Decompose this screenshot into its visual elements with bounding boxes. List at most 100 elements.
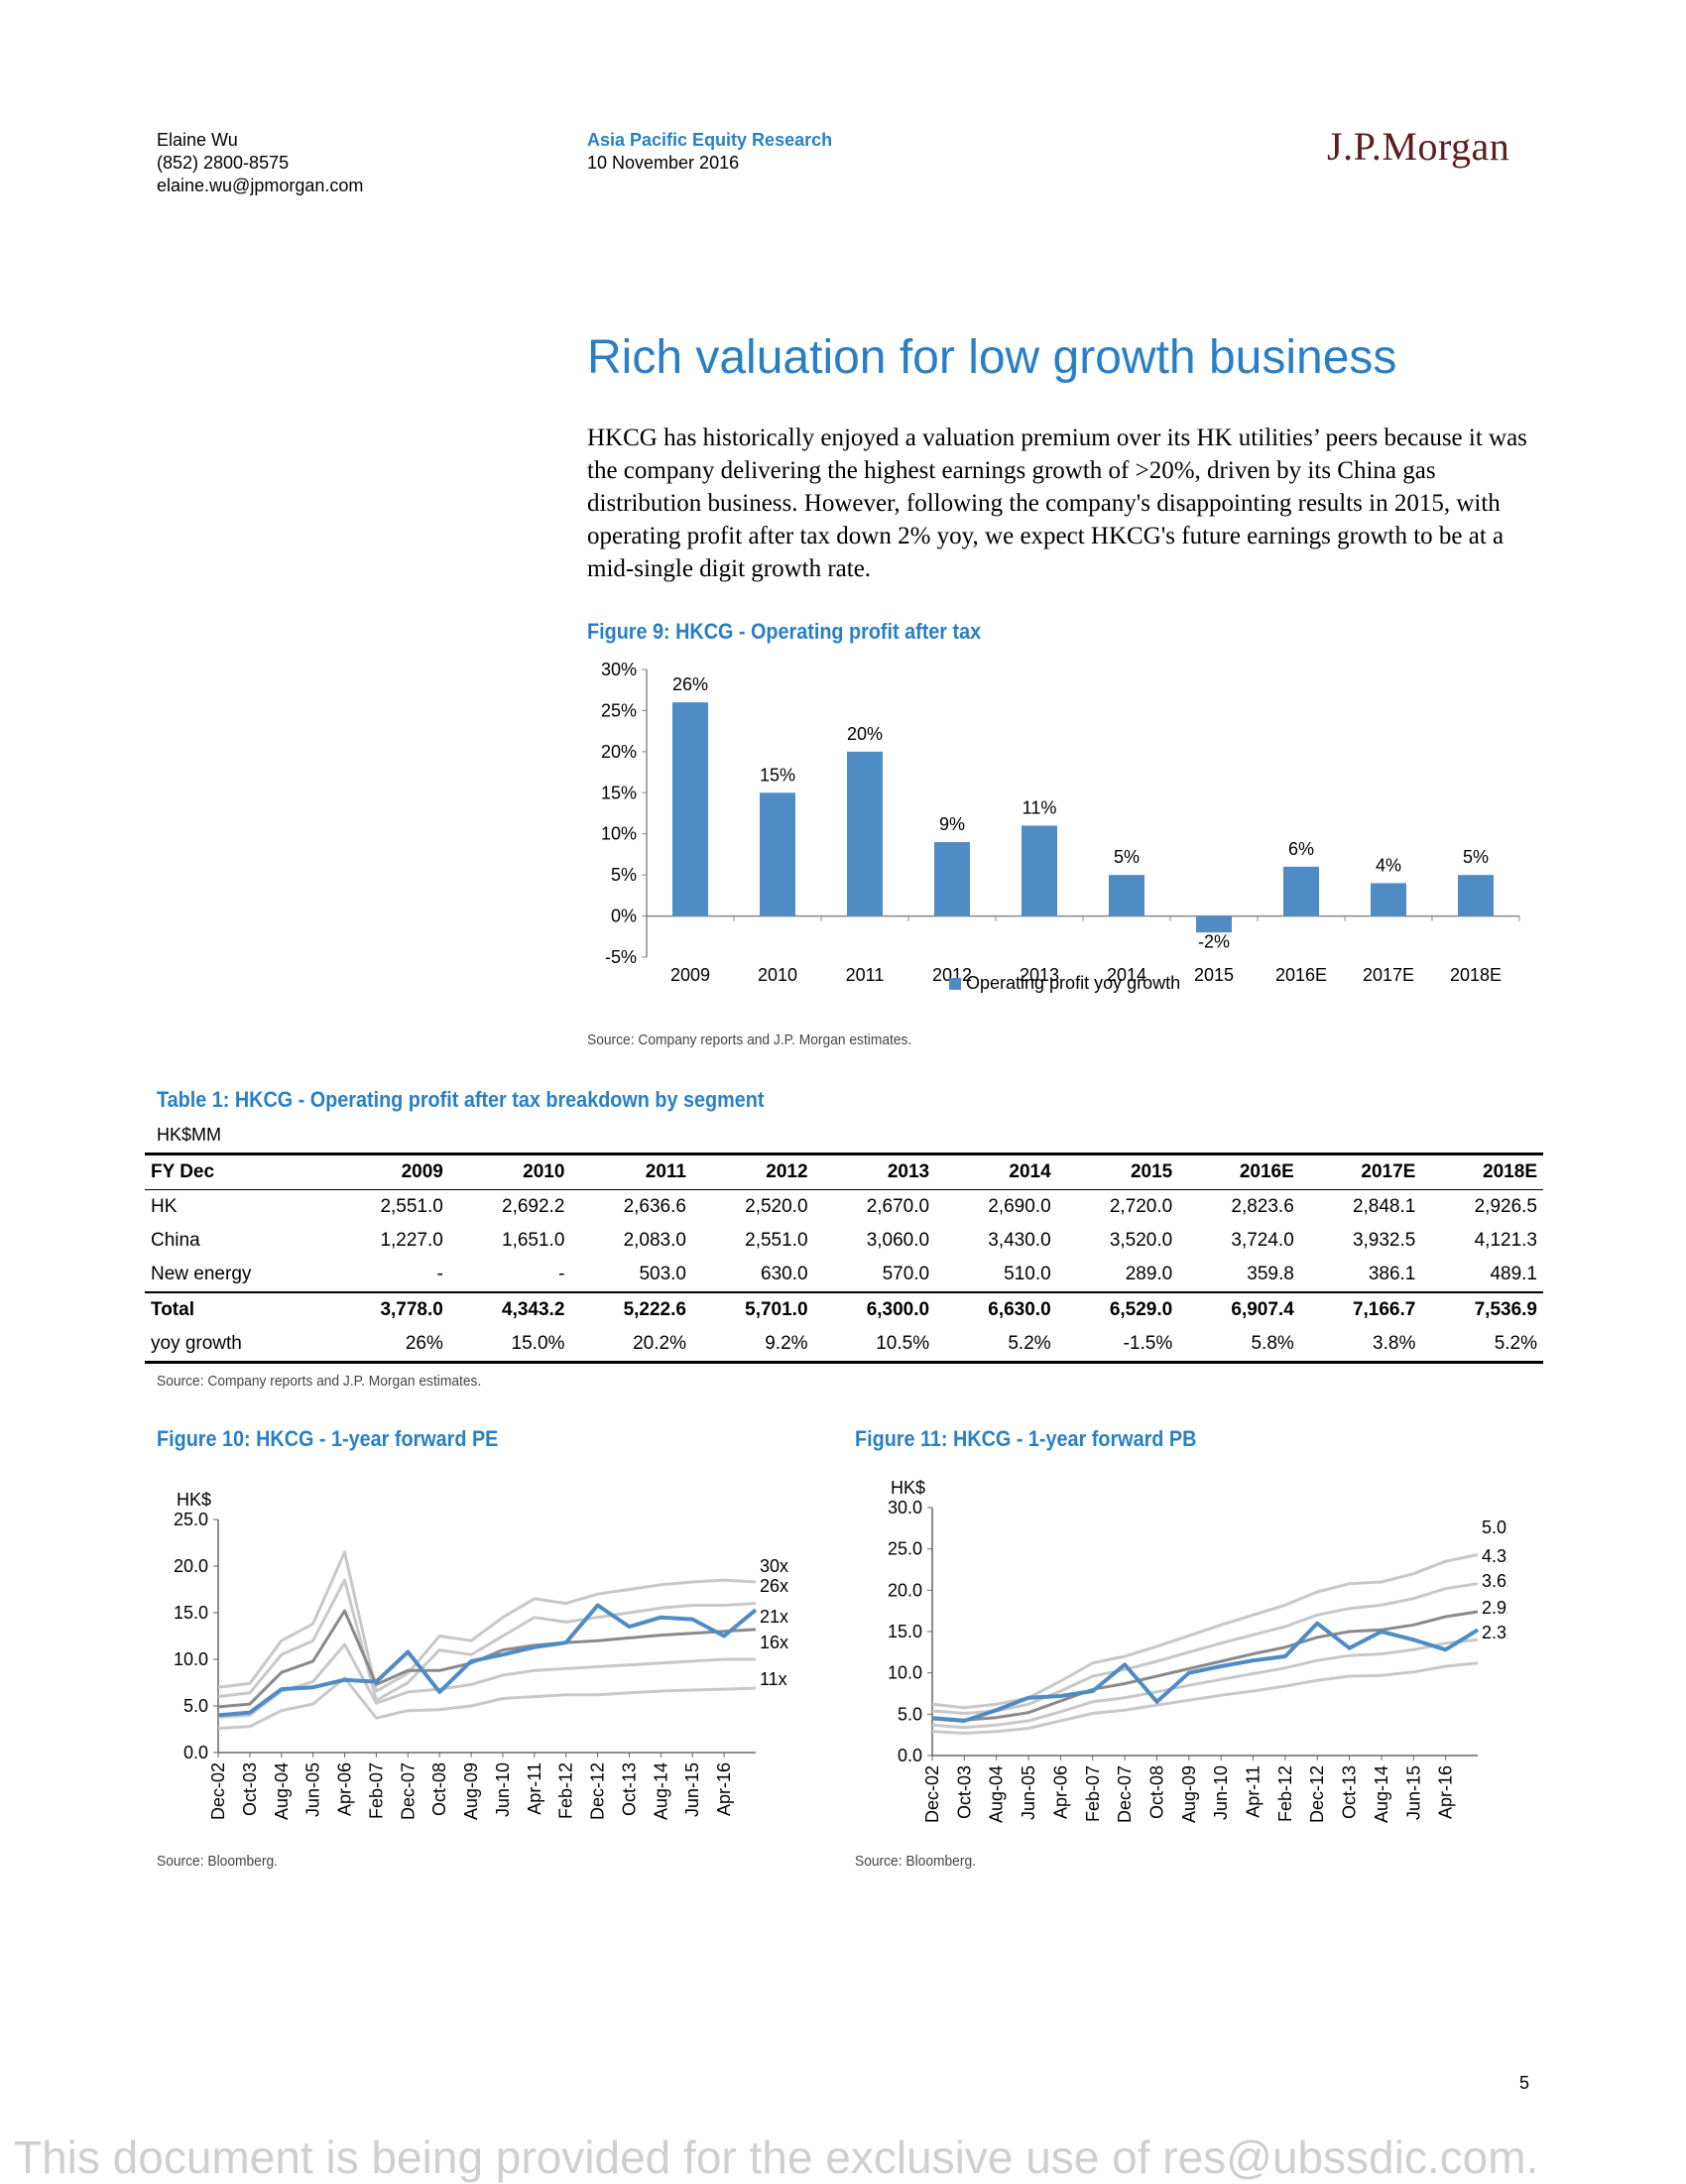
x-tick-label: Apr-06 [1050,1765,1070,1819]
table-cell: 2,692.2 [502,1196,565,1217]
x-tick-label: Jun-15 [682,1762,702,1817]
x-tick-label: Apr-11 [525,1762,544,1815]
y-tick-label: 0.0 [183,1743,208,1762]
table-cell: 2,083.0 [623,1230,686,1251]
y-tick-label: 15% [601,783,637,802]
x-tick-label: Aug-04 [987,1765,1007,1823]
legend-label: Operating profit yoy growth [966,973,1180,993]
data-label: 4% [1376,855,1401,875]
table-row: HK 2,551.0 2,692.2 2,636.6 2,520.0 2,670… [145,1190,1543,1225]
table-cell: Total [145,1291,328,1327]
band-label: 3.6x [1482,1571,1507,1591]
table-cell: 2,551.0 [380,1196,443,1217]
band-line [931,1661,1479,1735]
table-cell: 2,670.0 [866,1196,930,1217]
data-label: 6% [1288,839,1314,859]
price-series-line [217,1603,758,1718]
x-tick-label: 2015 [1194,965,1234,985]
y-tick-label: 20% [601,742,637,762]
table1-source: Source: Company reports and J.P. Morgan … [157,1373,482,1390]
figure9-chart: 30% 25% 20% 15% 10% 5% 0% -5% 26% 2009 15% 2010 20% 2… [601,660,1520,993]
author-block: Elaine Wu (852) 2800-8575 elaine.wu@jpmo… [157,129,363,197]
y-tick-label: 25.0 [174,1510,208,1529]
data-label: 11% [1023,797,1057,817]
y-tick-label: 5.0 [898,1704,922,1724]
data-label: 26% [672,674,708,694]
table-cell: 3,520.0 [1109,1230,1173,1251]
table-cell: - [558,1264,565,1284]
table-cell: 3,778.0 [327,1291,449,1327]
x-tick-label: Dec-07 [1115,1765,1135,1823]
x-tick-label: 2013 [1020,965,1059,985]
table-cell: 5.2% [935,1327,1057,1364]
table-cell: -1.5% [1056,1327,1179,1364]
x-tick-label: Dec-12 [588,1762,608,1820]
table-row: New energy - - 503.0 630.0 570.0 510.0 2… [145,1258,1543,1292]
bar [1022,825,1057,916]
table-cell: 7,536.9 [1421,1291,1543,1327]
x-tick-label: Feb-12 [556,1762,576,1819]
band-label: 11x [760,1669,787,1689]
bar [847,751,883,916]
x-tick-label: Aug-09 [461,1762,481,1820]
table-cell: 289.0 [1125,1264,1173,1284]
table-total-row: Total 3,778.0 4,343.2 5,222.6 5,701.0 6,… [145,1291,1543,1327]
band-line [931,1610,1479,1722]
table-cell: 4,121.3 [1474,1230,1537,1251]
table-cell: 6,529.0 [1056,1291,1179,1327]
x-tick-label: Oct-13 [1340,1765,1360,1819]
table-cell: 489.1 [1490,1264,1537,1284]
table-cell: China [151,1230,200,1251]
bar [672,702,708,916]
table-cell: 3,724.0 [1231,1230,1294,1251]
x-tick-label: 2018E [1450,965,1502,985]
x-tick-label: 2017E [1363,965,1414,985]
table-cell: 570.0 [882,1264,930,1284]
column-header: FY Dec [145,1153,328,1190]
table-cell: 503.0 [639,1264,686,1284]
segment-table: FY Dec 2009 2010 2011 2012 2013 2014 201… [145,1153,1543,1364]
band-line [931,1582,1479,1715]
x-tick-label: Oct-08 [429,1762,449,1816]
x-tick-label: Oct-03 [240,1762,260,1816]
y-tick-label: -5% [605,947,637,967]
jpmorgan-logo: J.P.Morgan [1327,124,1510,169]
table-cell: 359.8 [1247,1264,1294,1284]
y-tick-label: 5% [611,865,637,885]
table-cell: 6,300.0 [813,1291,936,1327]
table-cell: 6,907.4 [1178,1291,1300,1327]
figure9-title: Figure 9: HKCG - Operating profit after … [587,619,982,644]
data-label: 15% [760,765,795,785]
table-cell: 2,823.6 [1231,1196,1294,1217]
y-tick-label: 15.0 [888,1622,922,1641]
x-tick-label: Apr-16 [714,1762,734,1816]
table-cell: 7,166.7 [1299,1291,1422,1327]
figure11-chart: HK$30.0 25.0 20.0 15.0 10.0 5.0 0.0 5.0x 4.3x 3.6… [888,1478,1507,1823]
x-tick-label: Dec-07 [398,1762,418,1820]
column-header: 2009 [327,1153,449,1190]
table-cell: - [436,1264,443,1284]
table-cell: 2,636.6 [623,1196,686,1217]
x-tick-label: Feb-07 [366,1762,386,1819]
bar [934,842,970,916]
bar [1371,883,1406,916]
x-tick-label: Jun-10 [1211,1765,1231,1820]
price-series-line [931,1621,1480,1723]
y-tick-label: 15.0 [174,1603,208,1623]
table-row: China 1,227.0 1,651.0 2,083.0 2,551.0 3,… [145,1224,1543,1258]
band-label: 2.9x [1482,1598,1507,1618]
band-label: 30x [760,1556,788,1576]
table-cell: 3,060.0 [866,1230,930,1251]
table-cell: 3.8% [1299,1327,1422,1364]
x-tick-label: Jun-05 [303,1762,323,1817]
bar [1109,875,1144,916]
x-tick-label: Apr-11 [1244,1765,1264,1818]
table-cell: 2,926.5 [1474,1196,1537,1217]
band-label: 26x [760,1576,788,1596]
table-cell: 9.2% [691,1327,814,1364]
figure11-source: Source: Bloomberg. [855,1853,976,1870]
legend-swatch [949,978,961,990]
x-tick-label: Jun-05 [1019,1765,1038,1820]
x-tick-label: Dec-12 [1307,1765,1327,1823]
x-tick-label: 2009 [670,965,710,985]
